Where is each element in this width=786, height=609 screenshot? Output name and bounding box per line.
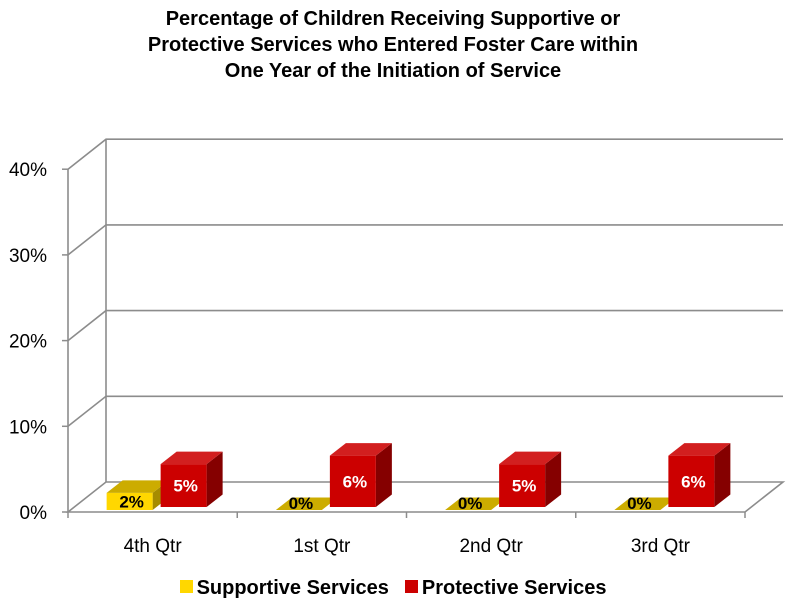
legend-swatch [179,580,193,593]
bar-protective-services [499,451,562,507]
data-label: 2% [119,492,144,511]
bar-supportive-services [445,497,508,510]
chart-floor [65,481,786,513]
bar-supportive-services [275,497,338,510]
bar-supportive-services [614,497,677,510]
bar-face [545,451,562,507]
bar-face [499,451,562,465]
legend-label: Protective Services [421,577,607,599]
bar-face [206,451,223,507]
x-tick-label: 3rd Qtr [631,536,691,557]
x-tick-label: 4th Qtr [124,536,183,557]
bar-face [275,497,338,510]
bar-face [375,443,392,507]
y-tick-label: 30% [9,246,47,267]
x-tick-label: 1st Qtr [293,536,351,557]
data-label: 5% [173,477,198,496]
x-tick-label: 2nd Qtr [459,536,523,557]
gridline [67,395,783,427]
y-tick-label: 20% [9,332,47,353]
bar-face [160,464,207,507]
legend-item: Protective Services [404,577,607,600]
legend-item: Supportive Services [179,577,389,600]
bar-face [106,480,169,493]
chart-title-line-3: One Year of the Initiation of Service [224,60,562,82]
data-label: 0% [627,494,652,513]
chart-title-line-2: Protective Services who Entered Foster C… [147,34,639,56]
bar-protective-services [160,451,223,507]
y-tick-label: 40% [9,160,47,181]
bar-face [668,443,731,456]
chart-legend: Supportive Services Protective Services [0,577,786,600]
bar-protective-services [668,443,731,507]
bar-face [714,443,731,507]
bar-face [499,464,546,507]
bar-face [445,497,508,510]
bar-protective-services [329,443,392,507]
bar-face [106,492,153,510]
chart-title-line-1: Percentage of Children Receiving Support… [165,8,621,30]
bar-face [160,451,223,465]
legend-label: Supportive Services [196,577,389,599]
y-tick-label: 10% [9,417,47,438]
bar-face [668,455,715,507]
chart-title: Percentage of Children Receiving Support… [43,6,743,84]
legend-swatch [404,580,418,593]
data-label: 6% [681,472,706,491]
bar-face [614,497,677,510]
data-label: 0% [458,494,483,513]
data-label: 5% [512,477,537,496]
gridline [67,309,783,342]
data-label: 0% [289,494,314,513]
gridline [67,138,783,170]
gridline [67,224,783,256]
data-label: 6% [343,472,368,491]
bar-face [329,455,376,507]
y-tick-label: 0% [20,503,48,524]
bar-face [329,443,392,456]
